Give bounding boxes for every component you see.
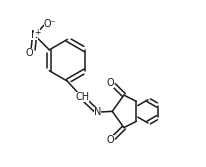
Text: O: O <box>107 78 114 88</box>
Text: N: N <box>94 107 101 117</box>
Text: +: + <box>34 28 40 37</box>
Text: O: O <box>26 48 33 58</box>
Text: CH: CH <box>75 92 89 102</box>
Text: O⁻: O⁻ <box>44 19 56 29</box>
Text: O: O <box>107 135 114 144</box>
Text: N: N <box>31 30 38 40</box>
